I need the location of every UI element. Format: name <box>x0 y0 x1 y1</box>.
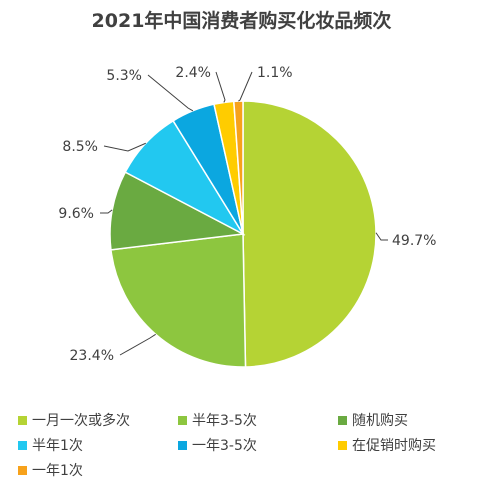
chart-title: 2021年中国消费者购买化妆品频次 <box>91 10 392 32</box>
legend-label: 一年3-5次 <box>192 438 257 454</box>
legend-item: 一年1次 <box>18 460 83 480</box>
data-label: 23.4% <box>70 348 114 364</box>
legend-label: 随机购买 <box>352 413 408 429</box>
legend-label: 一年1次 <box>32 463 83 479</box>
pie-slice <box>242 100 377 368</box>
data-label: 8.5% <box>62 139 98 155</box>
legend-item: 随机购买 <box>338 410 408 430</box>
pie-slice <box>233 100 244 235</box>
legend-swatch <box>178 415 187 425</box>
legend-swatch <box>178 440 187 450</box>
pie-slice <box>110 233 247 368</box>
leader-line <box>100 209 113 214</box>
legend-item: 半年3-5次 <box>178 410 257 430</box>
leader-line <box>119 333 156 356</box>
legend-swatch <box>18 465 27 475</box>
leader-line <box>215 71 226 103</box>
data-label: 5.3% <box>106 68 142 84</box>
legend-label: 在促销时购买 <box>352 438 436 454</box>
legend-swatch <box>18 440 27 450</box>
pie-chart: 49.7% 23.4% 9.6% 8.5% 5.3% 2.4% 1.1% <box>58 65 436 368</box>
leader-line <box>103 142 146 152</box>
data-label: 9.6% <box>58 206 94 222</box>
leader-line <box>238 71 253 102</box>
data-label: 2.4% <box>175 65 211 81</box>
data-label: 49.7% <box>392 233 436 249</box>
legend-item: 半年1次 <box>18 435 83 455</box>
leader-line <box>147 74 194 112</box>
pie-slice <box>109 171 246 251</box>
legend-swatch <box>338 440 347 450</box>
legend-item: 在促销时购买 <box>338 435 436 455</box>
legend-label: 半年3-5次 <box>192 413 257 429</box>
legend-swatch <box>338 415 347 425</box>
legend-swatch <box>18 415 27 425</box>
legend-label: 一月一次或多次 <box>32 413 130 429</box>
legend-item: 一年3-5次 <box>178 435 257 455</box>
data-label: 1.1% <box>257 65 293 81</box>
legend-label: 半年1次 <box>32 438 83 454</box>
legend-item: 一月一次或多次 <box>18 410 130 430</box>
leader-line <box>375 232 388 241</box>
